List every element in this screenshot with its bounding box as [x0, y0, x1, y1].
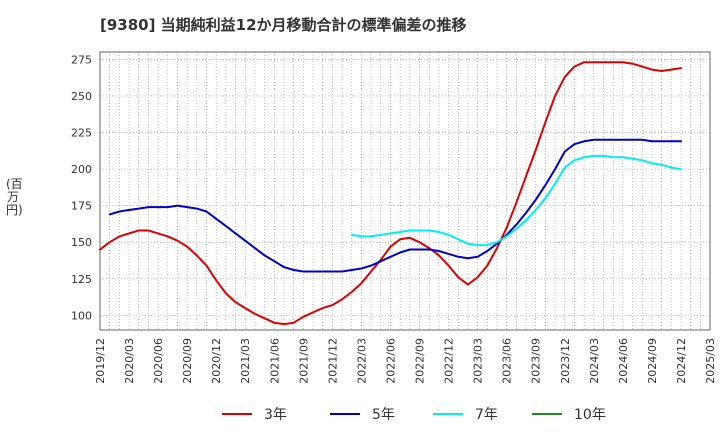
x-tick-label: 2020/09 — [181, 338, 194, 384]
x-tick-label: 2022/09 — [414, 338, 427, 384]
x-tick-label: 2024/12 — [675, 338, 688, 384]
x-tick-label: 2023/12 — [559, 338, 572, 384]
x-tick-label: 2023/09 — [530, 338, 543, 384]
x-tick-label: 2021/12 — [326, 338, 339, 384]
y-tick-label: 225 — [71, 126, 92, 139]
series-line-7年 — [350, 154, 682, 247]
x-tick-label: 2021/03 — [239, 338, 252, 384]
x-tick-label: 2022/03 — [355, 338, 368, 384]
legend-label: 3年 — [264, 407, 287, 423]
y-tick-label: 100 — [71, 309, 92, 322]
x-tick-label: 2024/09 — [646, 338, 659, 384]
plot-frame — [99, 51, 711, 331]
y-tick-label: 150 — [71, 236, 92, 249]
series-line-3年 — [99, 61, 682, 326]
x-tick-label: 2024/06 — [617, 338, 630, 384]
x-tick-label: 2024/03 — [588, 338, 601, 384]
x-tick-label: 2022/12 — [443, 338, 456, 384]
y-tick-label: 275 — [71, 53, 92, 66]
x-tick-label: 2021/06 — [268, 338, 281, 384]
series-line-5年 — [108, 138, 682, 273]
x-tick-label: 2022/06 — [384, 338, 397, 384]
y-tick-label: 200 — [71, 163, 92, 176]
y-axis-label: (百万円) — [6, 177, 23, 217]
x-tick-label: 2023/06 — [501, 338, 514, 384]
x-tick-label: 2020/03 — [123, 338, 136, 384]
x-tick-label: 2019/12 — [94, 338, 107, 384]
x-tick-label: 2025/03 — [704, 338, 717, 384]
y-tick-label: 250 — [71, 90, 92, 103]
y-tick-label: 125 — [71, 273, 92, 286]
y-tick-label: 175 — [71, 200, 92, 213]
legend-label: 10年 — [574, 407, 606, 423]
x-tick-label: 2023/03 — [472, 338, 485, 384]
x-tick-label: 2020/06 — [152, 338, 165, 384]
legend-label: 7年 — [475, 407, 498, 423]
x-tick-label: 2020/12 — [210, 338, 223, 384]
chart-title: [9380] 当期純利益12か月移動合計の標準偏差の推移 — [100, 16, 467, 34]
x-tick-label: 2021/09 — [297, 338, 310, 384]
legend-label: 5年 — [372, 407, 395, 423]
